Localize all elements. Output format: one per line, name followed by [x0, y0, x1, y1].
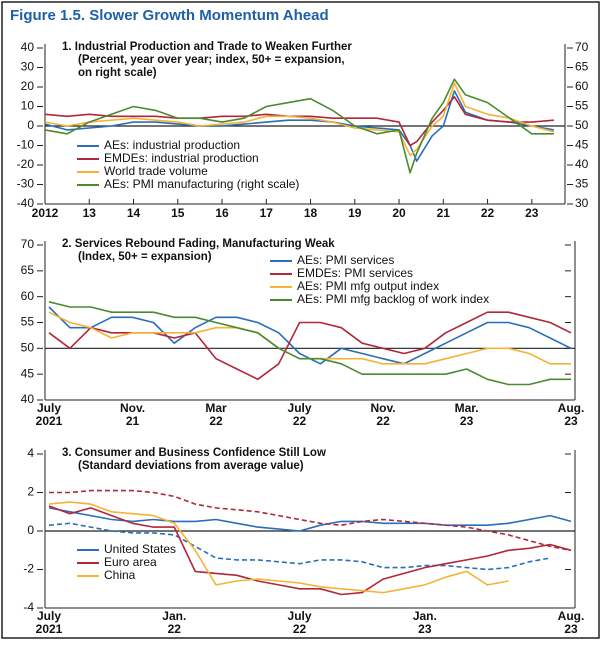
panel-subtitle: (Percent, year over year; index, 50+ = e… — [78, 54, 345, 66]
legend-label: AEs: industrial production — [104, 138, 240, 152]
panel-title: 1. Industrial Production and Trade to We… — [62, 41, 352, 53]
x-tick-label: 17 — [260, 206, 274, 220]
y2-tick-label: 40 — [575, 157, 589, 171]
y-tick-label: 65 — [21, 263, 35, 277]
series-line — [48, 501, 509, 594]
x-tick-label: Aug. 23 — [558, 401, 585, 428]
series-line — [48, 507, 572, 532]
series-line — [48, 306, 572, 365]
y-tick-label: 55 — [21, 315, 35, 329]
x-tick-label: 14 — [127, 206, 141, 220]
y-tick-label: 0 — [27, 118, 34, 132]
x-tick-label: 20 — [392, 206, 406, 220]
y-tick-label: 2 — [27, 485, 34, 499]
y2-tick-label: 60 — [575, 79, 589, 93]
x-tick-label: 16 — [215, 206, 229, 220]
x-tick-label: July 2021 — [36, 609, 63, 636]
y-tick-label: -30 — [17, 177, 35, 191]
series-line — [49, 489, 572, 552]
y2-tick-label: 35 — [575, 177, 589, 191]
legend-label: Euro area — [104, 555, 157, 569]
y2-tick-label: 65 — [575, 60, 589, 74]
y-tick-label: -2 — [23, 562, 34, 576]
y2-tick-label: 50 — [575, 118, 589, 132]
y-tick-label: 40 — [21, 40, 35, 54]
legend-label: World trade volume — [104, 164, 208, 178]
y-tick-label: 45 — [21, 366, 35, 380]
x-tick-label: Nov. 21 — [120, 401, 145, 428]
y-tick-label: 60 — [21, 289, 35, 303]
series-line — [48, 522, 551, 571]
panel-title: 3. Consumer and Business Confidence Stil… — [62, 447, 326, 459]
y-tick-label: -20 — [17, 157, 35, 171]
x-tick-label: Jan. 22 — [162, 609, 186, 636]
legend-label: AEs: PMI mfg output index — [297, 279, 439, 293]
y2-tick-label: 55 — [575, 99, 589, 113]
x-tick-label: 13 — [83, 206, 97, 220]
y2-tick-label: 30 — [575, 196, 589, 210]
legend-label: AEs: PMI manufacturing (right scale) — [104, 177, 299, 191]
y-tick-label: 4 — [27, 446, 34, 460]
series-line — [48, 505, 572, 596]
x-tick-label: Mar. 23 — [455, 401, 479, 428]
y-tick-label: -4 — [23, 600, 34, 614]
y2-tick-label: 70 — [575, 40, 589, 54]
series-line — [48, 311, 571, 365]
x-tick-label: 22 — [481, 206, 495, 220]
legend-label: EMDEs: PMI services — [297, 266, 413, 280]
y-tick-label: 20 — [21, 79, 35, 93]
x-tick-label: 23 — [525, 206, 539, 220]
y-tick-label: 30 — [21, 60, 35, 74]
y-tick-label: 50 — [21, 341, 35, 355]
figure-title: Figure 1.5. Slower Growth Momentum Ahead — [10, 7, 329, 24]
y-tick-label: 70 — [21, 237, 35, 251]
series-line — [44, 82, 555, 157]
x-tick-label: 19 — [348, 206, 362, 220]
x-tick-label: Jan. 23 — [413, 609, 437, 636]
x-tick-label: 15 — [171, 206, 185, 220]
y-tick-label: -10 — [17, 138, 35, 152]
y-tick-label: 0 — [27, 523, 34, 537]
x-tick-label: Nov. 22 — [371, 401, 396, 428]
x-tick-label: 2012 — [32, 206, 59, 220]
x-tick-label: Mar 22 — [205, 401, 227, 428]
series-line — [44, 78, 554, 174]
legend-label: United States — [104, 542, 176, 556]
y2-tick-label: 45 — [575, 138, 589, 152]
x-tick-label: July 22 — [288, 609, 312, 636]
x-tick-label: 18 — [304, 206, 318, 220]
legend-label: China — [104, 568, 136, 582]
panel-title: 2. Services Rebound Fading, Manufacturin… — [62, 238, 335, 250]
series-line — [44, 96, 554, 147]
series-line — [48, 301, 571, 386]
x-tick-label: 21 — [437, 206, 451, 220]
panel-subtitle: (Index, 50+ = expansion) — [78, 251, 212, 263]
y-tick-label: 10 — [21, 99, 35, 113]
panel-subtitle: on right scale) — [78, 67, 157, 79]
x-tick-label: July 22 — [288, 401, 312, 428]
x-tick-label: July 2021 — [36, 401, 63, 428]
legend-label: AEs: PMI mfg backlog of work index — [297, 292, 489, 306]
panel-subtitle: (Standard deviations from average value) — [78, 460, 304, 472]
legend-label: AEs: PMI services — [297, 253, 394, 267]
legend-label: EMDEs: industrial production — [104, 151, 259, 165]
y-tick-label: 40 — [21, 392, 35, 406]
y-tick-label: -40 — [17, 196, 35, 210]
x-tick-label: Aug. 23 — [558, 609, 585, 636]
